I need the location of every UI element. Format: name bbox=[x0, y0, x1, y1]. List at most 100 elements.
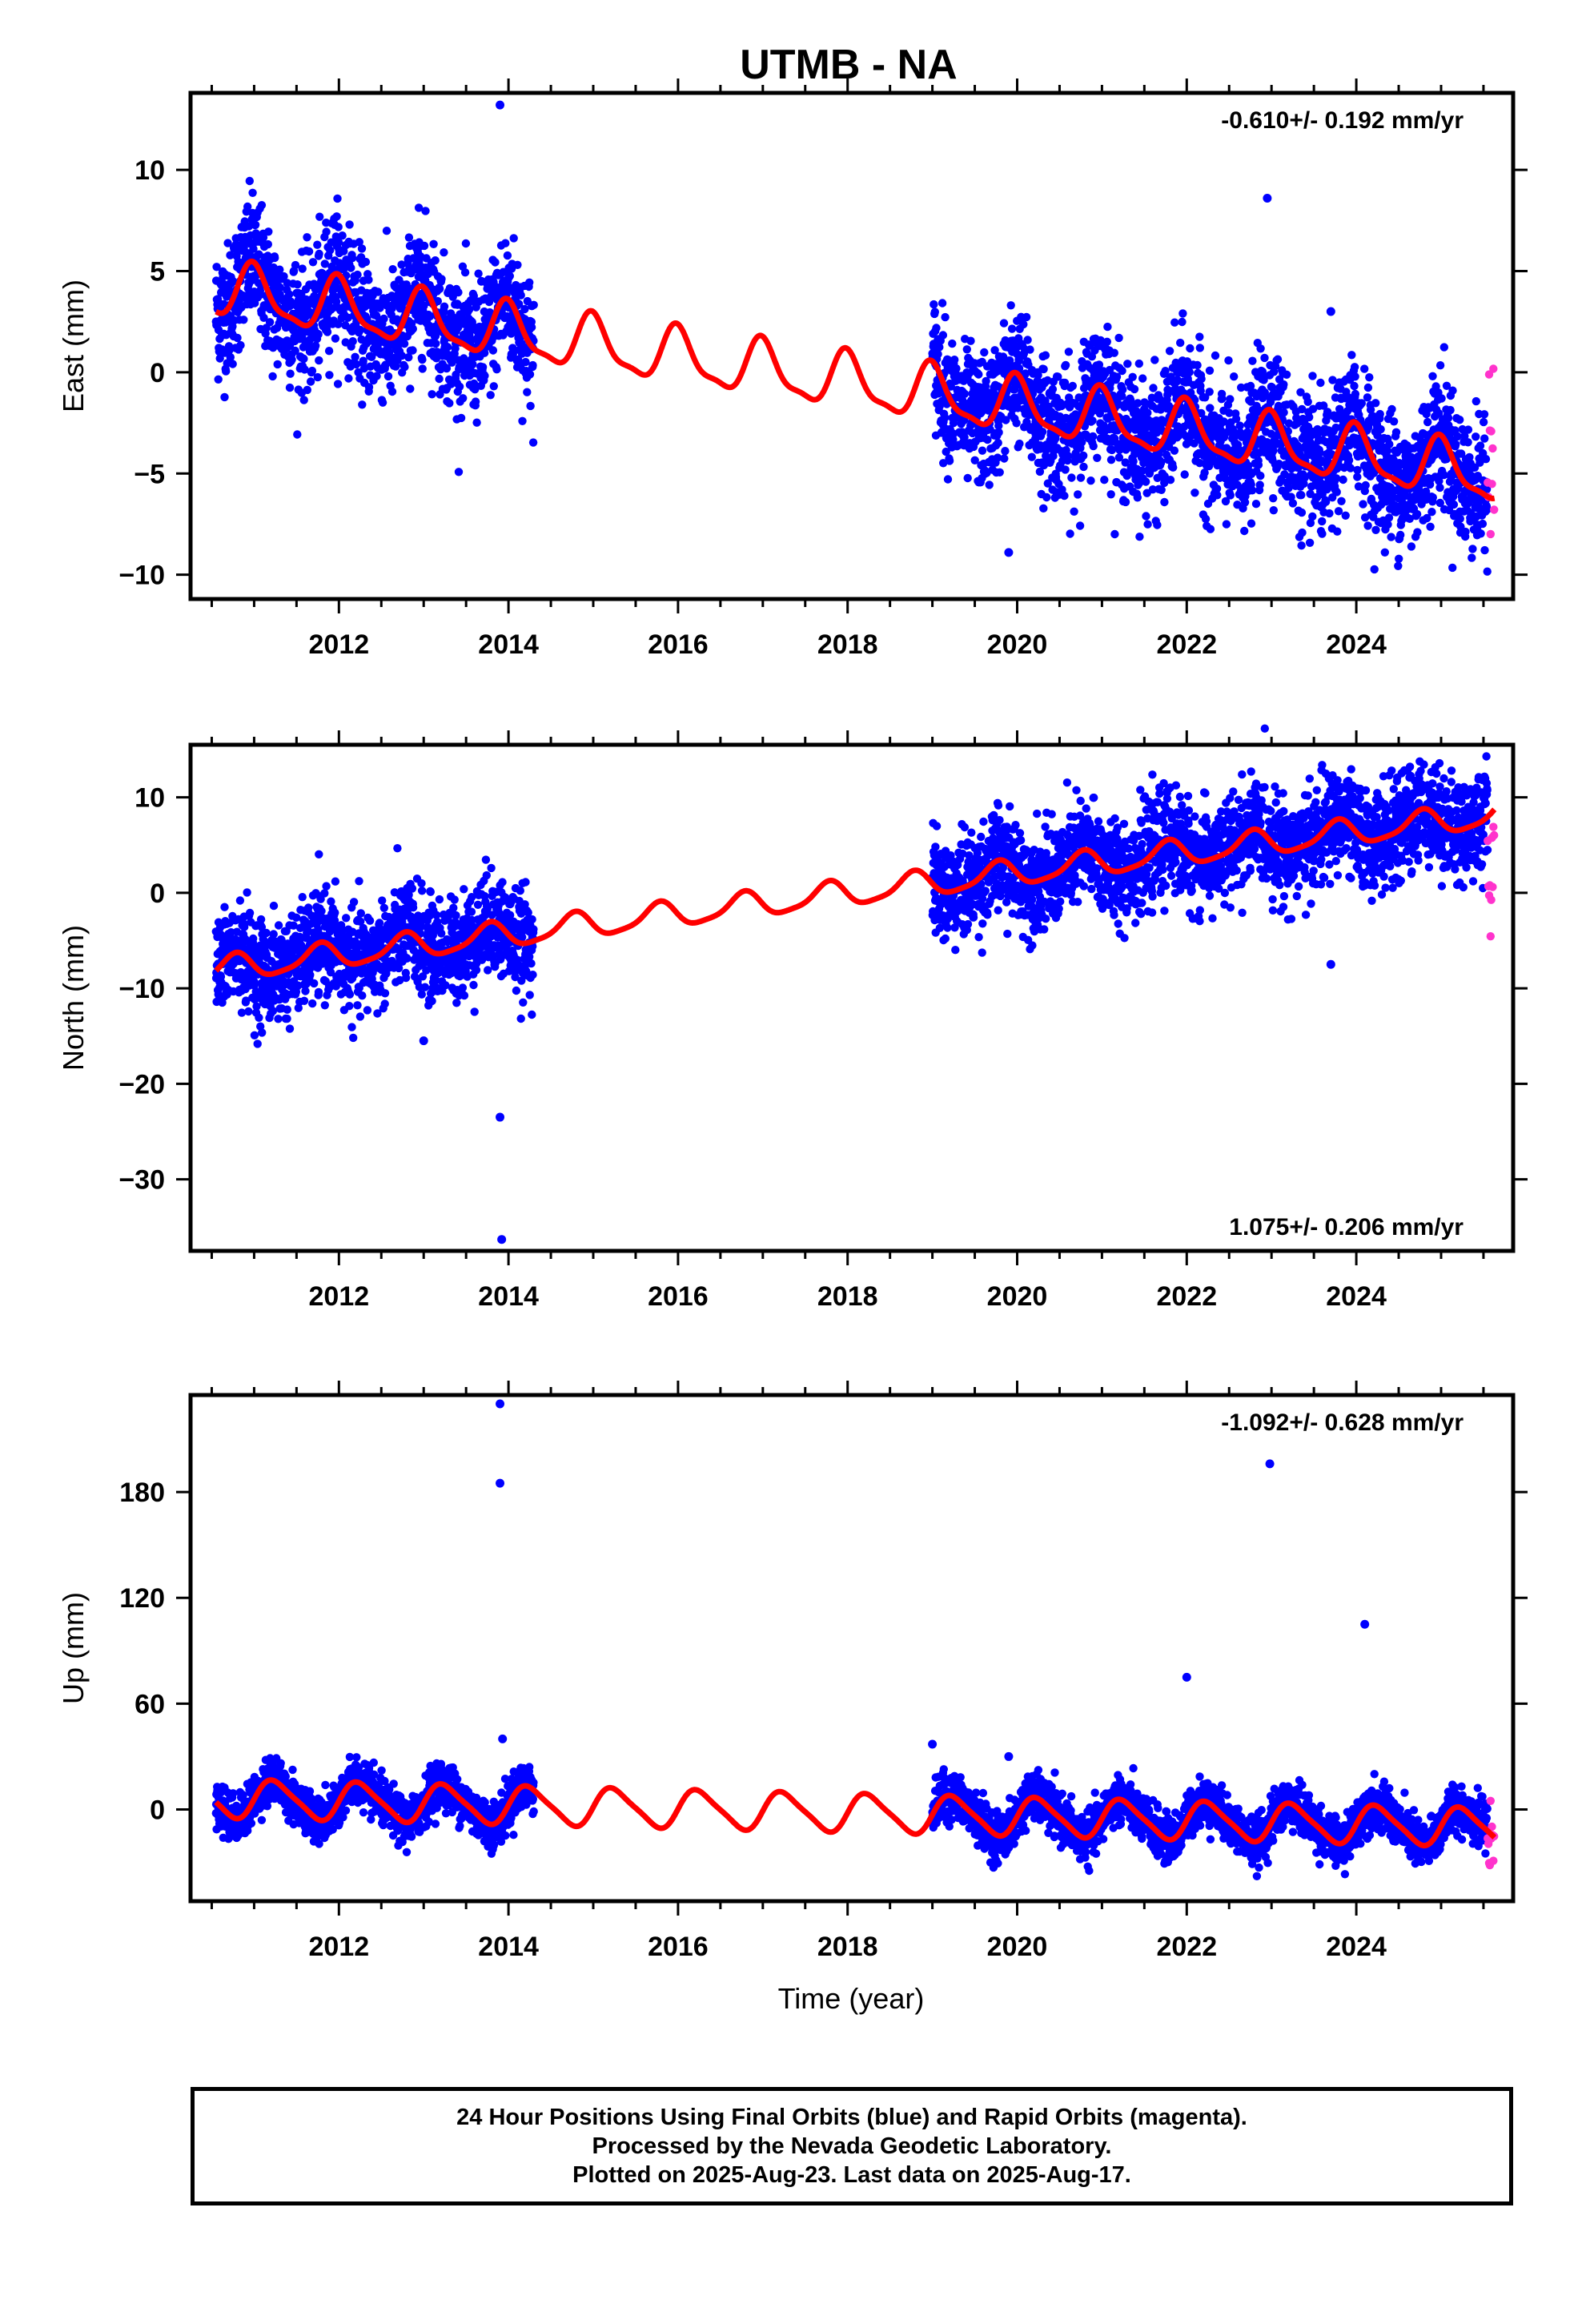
final-orbit-point bbox=[1303, 397, 1312, 406]
final-orbit-point bbox=[1391, 428, 1401, 436]
final-orbit-point bbox=[1019, 320, 1028, 329]
final-orbit-point bbox=[325, 371, 334, 380]
final-orbit-point bbox=[233, 333, 242, 343]
final-orbit-point bbox=[243, 888, 251, 897]
panel-east: 2012 2014 2016 2018 2020 2022 20241050−5−10Eas… bbox=[57, 78, 1528, 660]
final-orbit-point bbox=[1256, 344, 1265, 353]
final-orbit-point bbox=[271, 253, 279, 263]
final-orbit-point bbox=[351, 352, 359, 361]
final-orbit-point bbox=[1350, 363, 1359, 372]
final-orbit-point bbox=[378, 896, 387, 905]
final-orbit-point bbox=[364, 275, 373, 284]
final-orbit-point bbox=[450, 895, 459, 904]
final-orbit-point bbox=[313, 372, 322, 382]
final-orbit-point bbox=[943, 475, 953, 484]
final-orbit-point bbox=[513, 260, 522, 269]
final-orbit-point bbox=[331, 908, 339, 917]
final-orbit-point bbox=[454, 287, 463, 297]
final-orbit-point bbox=[1337, 497, 1346, 505]
final-orbit-point bbox=[1195, 332, 1204, 341]
final-orbit-point bbox=[269, 901, 279, 911]
final-orbit-point bbox=[1068, 381, 1078, 391]
final-orbit-point bbox=[308, 999, 317, 1008]
final-orbit-point bbox=[1191, 489, 1199, 497]
final-orbit-point bbox=[378, 398, 387, 407]
final-orbit-point bbox=[492, 365, 501, 374]
final-orbit-point bbox=[220, 903, 229, 911]
final-orbit-point bbox=[1015, 439, 1024, 448]
rapid-orbit-point bbox=[1486, 529, 1496, 539]
final-orbit-point bbox=[315, 249, 323, 259]
scatter-points bbox=[211, 724, 1499, 1244]
final-orbit-point bbox=[253, 1039, 262, 1048]
final-orbit-point bbox=[1478, 519, 1488, 529]
final-orbit-point bbox=[1371, 525, 1380, 534]
final-orbit-point bbox=[456, 413, 466, 423]
final-orbit-point bbox=[458, 983, 468, 992]
final-orbit-point bbox=[460, 268, 470, 277]
final-orbit-point bbox=[1206, 525, 1215, 533]
final-orbit-point bbox=[259, 233, 268, 242]
final-orbit-point bbox=[1176, 338, 1185, 348]
final-orbit-point bbox=[299, 396, 308, 404]
final-orbit-point bbox=[432, 339, 440, 348]
final-orbit-point bbox=[469, 980, 478, 990]
final-orbit-point bbox=[285, 383, 295, 392]
final-orbit-point bbox=[400, 363, 409, 372]
final-orbit-point bbox=[1346, 464, 1355, 472]
y-tick-label: −10 bbox=[118, 561, 165, 591]
final-orbit-point bbox=[1061, 360, 1070, 370]
y-tick-label: 0 bbox=[150, 358, 165, 388]
final-orbit-point bbox=[1472, 432, 1480, 441]
final-orbit-point bbox=[323, 328, 332, 336]
final-orbit-point bbox=[223, 239, 232, 247]
final-orbit-point bbox=[322, 227, 331, 236]
final-orbit-point bbox=[355, 877, 363, 886]
final-orbit-point bbox=[934, 350, 942, 359]
final-orbit-point bbox=[974, 370, 983, 379]
final-orbit-point bbox=[1126, 396, 1135, 404]
final-orbit-point bbox=[518, 416, 527, 425]
final-orbit-point bbox=[1347, 351, 1356, 360]
final-orbit-point bbox=[1288, 499, 1298, 508]
final-orbit-point bbox=[467, 907, 476, 916]
final-orbit-point bbox=[248, 188, 257, 197]
final-orbit-point bbox=[293, 430, 302, 439]
final-orbit-point bbox=[320, 1001, 329, 1010]
x-tick-label: 2020 bbox=[987, 629, 1048, 660]
final-orbit-point bbox=[285, 1024, 295, 1033]
final-orbit-point bbox=[489, 382, 498, 391]
final-orbit-point bbox=[299, 354, 308, 364]
final-orbit-point bbox=[1350, 381, 1359, 391]
final-orbit-point bbox=[347, 263, 355, 272]
final-orbit-point bbox=[345, 220, 354, 229]
outlier-point bbox=[1004, 548, 1014, 557]
final-orbit-point bbox=[214, 375, 223, 384]
final-orbit-point bbox=[1205, 388, 1214, 396]
final-orbit-point bbox=[1070, 507, 1078, 516]
final-orbit-point bbox=[480, 372, 489, 380]
final-orbit-point bbox=[1178, 309, 1187, 318]
final-orbit-point bbox=[306, 377, 315, 386]
final-orbit-point bbox=[1195, 344, 1205, 352]
final-orbit-point bbox=[315, 850, 323, 859]
final-orbit-point bbox=[379, 903, 388, 913]
final-orbit-point bbox=[1481, 455, 1491, 464]
final-orbit-point bbox=[488, 346, 498, 355]
final-orbit-point bbox=[459, 394, 468, 403]
final-orbit-point bbox=[1023, 336, 1032, 344]
final-orbit-point bbox=[1394, 561, 1403, 570]
final-orbit-point bbox=[1110, 529, 1119, 539]
final-orbit-point bbox=[320, 889, 329, 898]
final-orbit-point bbox=[1439, 343, 1449, 352]
final-orbit-point bbox=[505, 271, 514, 280]
final-orbit-point bbox=[1279, 380, 1288, 389]
final-orbit-point bbox=[1446, 405, 1455, 415]
final-orbit-point bbox=[1351, 372, 1359, 381]
final-orbit-point bbox=[1427, 508, 1436, 517]
final-orbit-point bbox=[1201, 514, 1211, 524]
outlier-point bbox=[496, 100, 505, 110]
final-orbit-point bbox=[273, 360, 282, 369]
final-orbit-point bbox=[311, 341, 320, 350]
final-orbit-point bbox=[1387, 533, 1395, 541]
